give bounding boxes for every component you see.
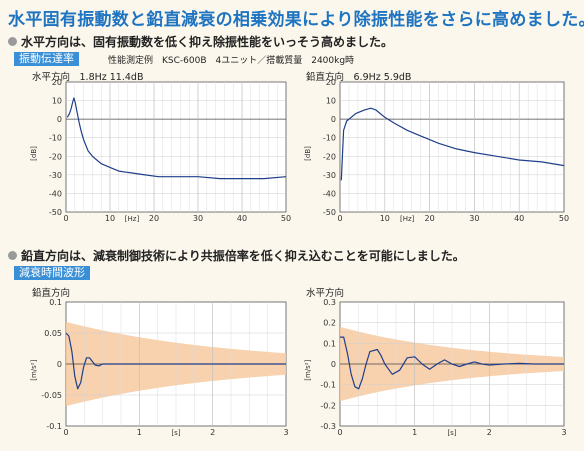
y-tick-label: 0.2	[323, 319, 336, 328]
x-tick-label: 0	[63, 428, 68, 437]
y-tick-label: -50	[323, 208, 336, 217]
series-line	[340, 107, 565, 181]
x-tick-label: 30	[193, 214, 203, 223]
series-line	[66, 97, 287, 180]
section1-bullet: 水平方向は、固有振動数を低く抑え除振性能をいっそう高めました。	[8, 33, 393, 50]
y-tick-label: 0	[57, 115, 62, 124]
series-line	[65, 332, 286, 390]
y-tick-label: -10	[323, 134, 336, 143]
y-tick-label: 0.3	[323, 298, 336, 307]
y-tick-label: -20	[323, 152, 336, 161]
y-tick-label: -0.05	[41, 391, 62, 400]
y-axis-unit: [dB]	[304, 146, 312, 161]
y-axis-unit: [m/s²]	[30, 359, 38, 380]
y-tick-label: 10	[52, 97, 62, 106]
y-tick-label: -0.1	[46, 422, 62, 431]
y-axis-unit: [dB]	[30, 146, 38, 161]
x-tick-label: 0	[337, 428, 342, 437]
series-line	[340, 336, 564, 390]
tag-decay-waveform: 減衰時間波形	[14, 266, 90, 280]
x-tick-label: 2	[210, 428, 215, 437]
page-title: 水平固有振動数と鉛直減衰の相乗効果により除振性能をさらに高めました。	[8, 10, 584, 30]
y-tick-label: 0.05	[44, 329, 62, 338]
y-tick-label: -0.3	[320, 422, 336, 431]
x-tick-label: 3	[283, 428, 288, 437]
y-tick-label: -0.2	[320, 401, 336, 410]
x-tick-label: 50	[281, 214, 291, 223]
section2-bullet: 鉛直方向は、減衰制御技術により共振倍率を低く抑え込むことを可能にしました。	[8, 247, 465, 264]
caption-tf-vertical: 鉛直方向 6.9Hz 5.9dB	[306, 72, 412, 83]
x-tick-label: 2	[487, 428, 492, 437]
bullet-dot-icon	[8, 37, 17, 46]
y-tick-label: 0.1	[49, 298, 62, 307]
section1-bullet-text: 水平方向は、固有振動数を低く抑え除振性能をいっそう高めました。	[21, 35, 394, 49]
x-tick-label: 1	[137, 428, 142, 437]
y-tick-label: -0.1	[320, 381, 336, 390]
x-tick-label: 0	[63, 214, 68, 223]
y-tick-label: -50	[49, 208, 62, 217]
y-tick-label: 0	[57, 360, 62, 369]
y-tick-label: -30	[49, 171, 62, 180]
chart-decay-vertical: 0.10.050-0.05-0.10 1 2 3[s][m/s²]	[30, 298, 289, 437]
x-tick-label: 20	[149, 214, 159, 223]
chart-decay-horizontal: 0.30.20.10-0.1-0.2-0.30 1 2 3[s][m/s²]	[304, 298, 567, 437]
bullet-dot-icon	[8, 251, 17, 260]
y-tick-label: -10	[49, 134, 62, 143]
y-tick-label: 0.1	[323, 339, 336, 348]
x-axis-unit: [s]	[171, 429, 180, 437]
caption-tf-horizontal: 水平方向 1.8Hz 11.4dB	[32, 72, 144, 83]
section2-bullet-text: 鉛直方向は、減衰制御技術により共振倍率を低く抑え込むことを可能にしました。	[21, 249, 465, 263]
y-tick-label: -40	[323, 189, 336, 198]
x-tick-label: 40	[514, 214, 524, 223]
x-axis-unit: [Hz]	[400, 215, 415, 223]
x-tick-label: 3	[561, 428, 566, 437]
y-axis-unit: [m/s²]	[304, 359, 312, 380]
x-axis-unit: [s]	[447, 429, 456, 437]
y-tick-label: -30	[323, 171, 336, 180]
x-tick-label: 10	[105, 214, 115, 223]
x-tick-label: 1	[412, 428, 417, 437]
y-tick-label: 0	[331, 360, 336, 369]
x-axis-unit: [Hz]	[125, 215, 140, 223]
x-tick-label: 0	[337, 214, 342, 223]
y-tick-label: 0	[331, 115, 336, 124]
y-tick-label: -40	[49, 189, 62, 198]
x-tick-label: 50	[559, 214, 569, 223]
y-tick-label: 20	[52, 78, 62, 87]
x-tick-label: 30	[469, 214, 479, 223]
y-tick-label: 10	[326, 97, 336, 106]
y-tick-label: -20	[49, 152, 62, 161]
caption-decay-vertical: 鉛直方向	[32, 288, 71, 299]
plot-area	[65, 81, 287, 213]
x-tick-label: 10	[380, 214, 390, 223]
measurement-condition: 性能測定例 KSC-600B 4ユニット／搭載質量 2400kg時	[108, 56, 355, 66]
x-tick-label: 20	[425, 214, 435, 223]
tag-transmissibility: 振動伝達率	[14, 52, 79, 66]
y-tick-label: 20	[326, 78, 336, 87]
x-tick-label: 40	[237, 214, 247, 223]
caption-decay-horizontal: 水平方向	[306, 288, 345, 299]
